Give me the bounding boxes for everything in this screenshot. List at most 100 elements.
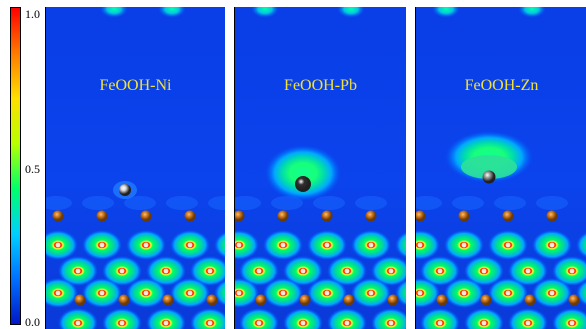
oxygen-atom [525,268,531,274]
oxygen-atom [437,320,443,326]
oxygen-atom [99,290,105,296]
oxygen-atom [461,242,467,248]
iron-atom [321,210,333,222]
dopant-atom [295,176,311,192]
oxygen-lobe [464,308,504,329]
oxygen-atom [280,290,286,296]
oxygen-lobe [235,278,259,308]
oxygen-atom [525,320,531,326]
iron-atom [546,210,558,222]
oxygen-atom [280,242,286,248]
oxygen-atom [417,242,423,248]
iron-atom [206,294,218,306]
oxygen-atom [368,290,374,296]
oxygen-lobe [235,230,259,260]
oxygen-atom [236,290,242,296]
oxygen-lobe [327,308,367,329]
oxygen-atom [505,290,511,296]
oxygen-lobe [146,308,186,329]
oxygen-atom [119,320,125,326]
iron-atom [277,210,289,222]
iron-atom [416,210,426,222]
oxygen-atom [324,290,330,296]
iron-atom [235,210,245,222]
iron-atom [387,294,399,306]
dopant-atom [119,184,131,196]
oxygen-atom [481,320,487,326]
top-lobe [251,7,279,18]
oxygen-lobe [190,256,225,286]
oxygen-lobe [508,308,548,329]
iron-atom [436,294,448,306]
oxygen-lobe [420,308,460,329]
oxygen-atom [481,268,487,274]
oxygen-lobe [46,230,78,260]
oxygen-lobe [283,308,323,329]
iron-atom [502,210,514,222]
oxygen-atom [300,320,306,326]
oxygen-lobe [214,231,225,259]
oxygen-atom [344,268,350,274]
top-lobe [337,7,365,18]
surface-density [494,196,526,210]
oxygen-atom [549,290,555,296]
iron-atom [524,294,536,306]
oxygen-lobe [190,308,225,329]
oxygen-atom [119,268,125,274]
oxygen-lobe [371,256,406,286]
oxygen-atom [207,320,213,326]
panel-feooh-ni: FeOOH-Ni [45,7,225,329]
oxygen-atom [388,320,394,326]
oxygen-atom [75,268,81,274]
colorbar-tick-min: 0.0 [25,315,40,329]
iron-atom [74,294,86,306]
oxygen-atom [549,242,555,248]
iron-atom [52,210,64,222]
adsorbate-halo [265,145,341,201]
oxygen-atom [300,268,306,274]
oxygen-lobe [102,308,142,329]
surface-density [355,196,387,210]
top-lobe [158,7,186,18]
oxygen-atom [187,290,193,296]
oxygen-atom [388,268,394,274]
oxygen-atom [207,268,213,274]
oxygen-lobe [416,278,440,308]
oxygen-atom [417,290,423,296]
oxygen-lobe [239,308,279,329]
density-map-zn [416,7,586,329]
surface-density [46,196,72,210]
iron-atom [96,210,108,222]
dopant-atom [482,170,496,184]
oxygen-atom [187,242,193,248]
surface-density [208,196,225,210]
top-lobe [100,7,128,18]
oxygen-atom [437,268,443,274]
surface-density [82,196,114,210]
surface-density [166,196,198,210]
oxygen-atom [55,290,61,296]
oxygen-atom [505,242,511,248]
oxygen-lobe [576,232,586,258]
density-map-pb [235,7,406,329]
oxygen-atom [163,320,169,326]
panel-feooh-pb: FeOOH-Pb [234,7,406,329]
surface-density [452,196,484,210]
oxygen-atom [99,242,105,248]
iron-atom [365,210,377,222]
oxygen-atom [569,320,575,326]
panel-label: FeOOH-Ni [99,77,172,94]
oxygen-atom [368,242,374,248]
oxygen-lobe [552,256,586,286]
colorbar [10,7,21,325]
surface-density [313,196,345,210]
surface-density [536,196,568,210]
colorbar-tick-max: 1.0 [25,7,40,21]
oxygen-atom [143,242,149,248]
top-lobe [432,7,460,18]
surface-density [416,196,442,210]
oxygen-lobe [58,308,98,329]
oxygen-lobe [395,231,406,259]
surface-density [235,196,261,210]
colorbar-tick-mid: 0.5 [25,162,40,176]
